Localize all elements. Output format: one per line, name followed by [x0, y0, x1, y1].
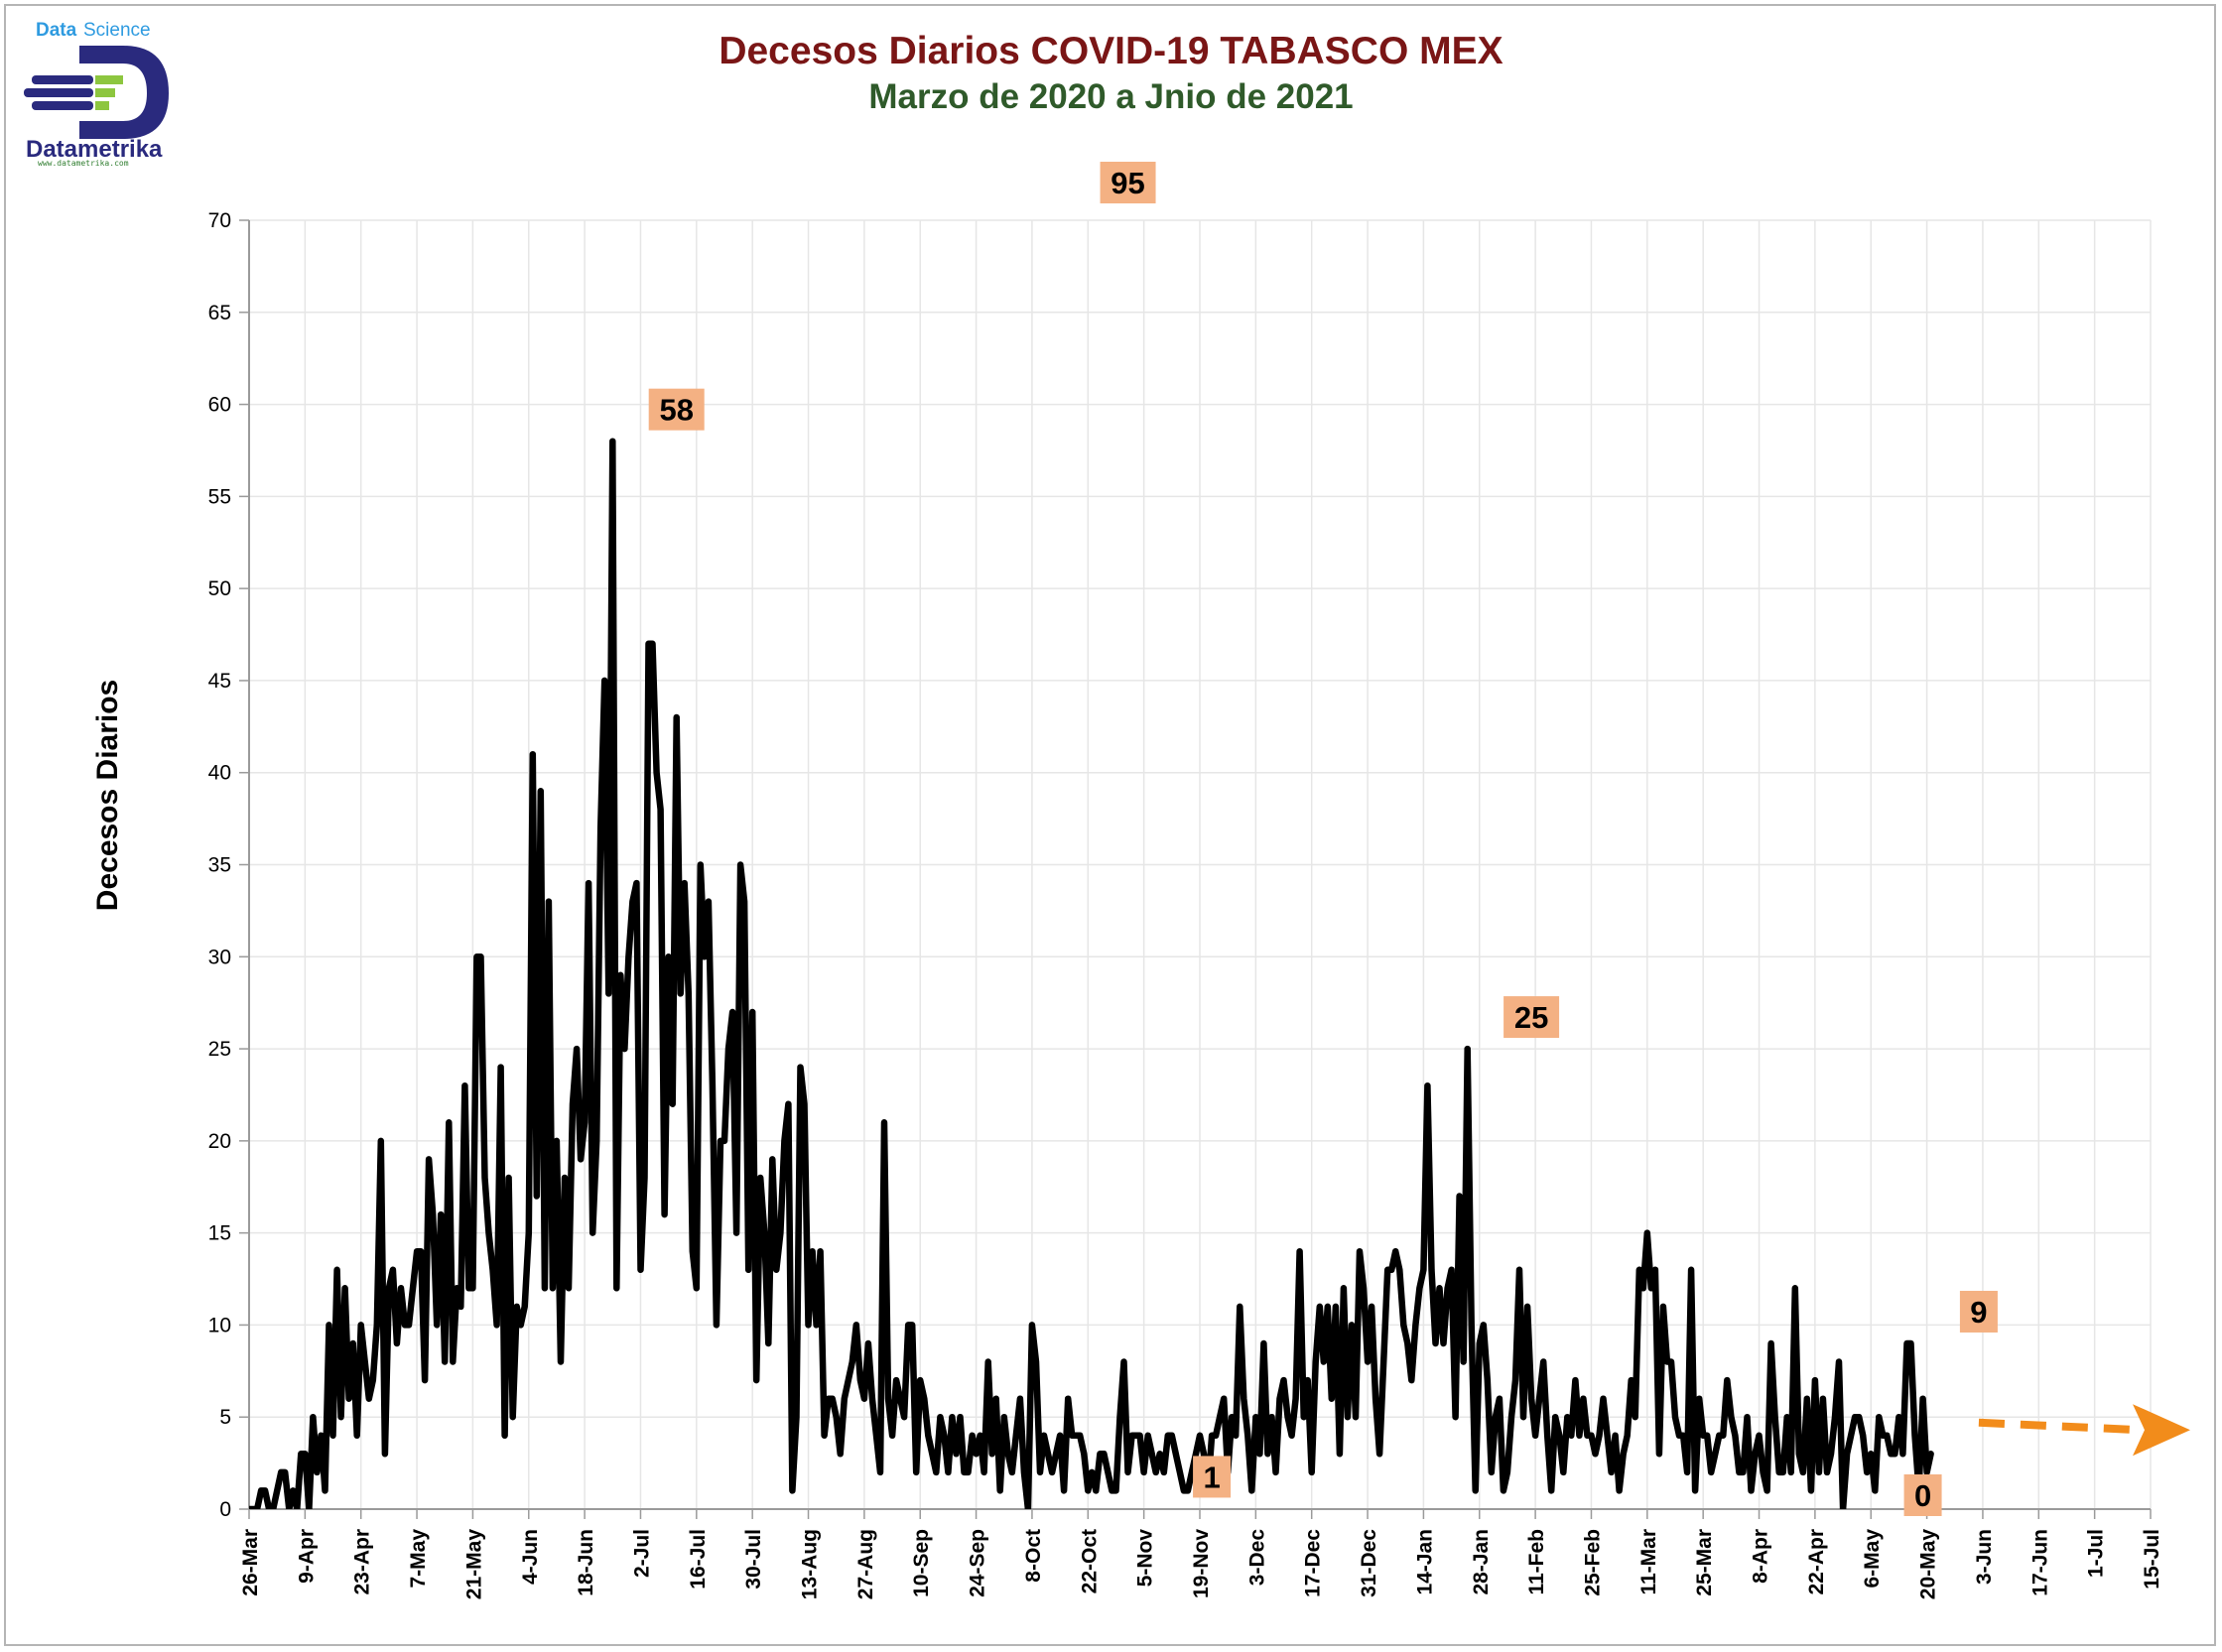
annotation-box: [1503, 996, 1560, 1039]
x-tick-label: 11-Feb: [1525, 1529, 1548, 1595]
x-tick-label: 2-Jul: [630, 1529, 653, 1578]
x-tick-label: 16-Jul: [687, 1529, 710, 1589]
x-tick-label: 21-May: [462, 1529, 485, 1600]
logo-brand-text: Datametrika: [26, 136, 163, 163]
annotation-box: [1193, 1456, 1232, 1498]
x-tick-label: 11-Mar: [1637, 1529, 1660, 1595]
annotation-box: [1100, 162, 1156, 203]
annotation-label: 1: [1203, 1460, 1220, 1494]
logo-data-text: Data: [36, 20, 77, 41]
y-tick-label: 30: [208, 946, 231, 968]
x-tick-label: 14-Jan: [1413, 1529, 1436, 1595]
annotation-box: [1903, 1474, 1942, 1516]
x-tick-label: 31-Dec: [1358, 1529, 1380, 1597]
datametrika-logo: Data Science Datametrika www.datametrika…: [24, 18, 183, 168]
x-tick-label: 24-Sep: [967, 1529, 989, 1597]
y-tick-label: 15: [208, 1222, 231, 1245]
x-tick-label: 4-Jun: [519, 1529, 542, 1585]
x-tick-label: 30-Jul: [742, 1529, 765, 1589]
x-tick-label: 26-Mar: [239, 1529, 262, 1596]
y-tick-label: 35: [208, 854, 231, 877]
x-tick-label: 3-Jun: [1973, 1529, 1996, 1585]
x-tick-label: 20-May: [1917, 1529, 1940, 1600]
y-tick-label: 25: [208, 1038, 231, 1061]
x-tick-label: 22-Oct: [1078, 1529, 1101, 1593]
x-tick-label: 17-Dec: [1302, 1529, 1325, 1597]
x-tick-label: 9-Apr: [295, 1529, 318, 1584]
y-tick-label: 0: [219, 1498, 231, 1521]
x-tick-label: 17-Jun: [2028, 1529, 2051, 1596]
chart-subtitle: Marzo de 2020 a Jnio de 2021: [868, 77, 1354, 116]
x-tick-label: 28-Jan: [1470, 1529, 1493, 1595]
chart-title: Decesos Diarios COVID-19 TABASCO MEX: [719, 30, 1503, 72]
x-tick-label: 7-May: [407, 1529, 430, 1588]
chart-frame: [4, 4, 2216, 1646]
y-tick-label: 55: [208, 485, 231, 508]
annotation-label: 25: [1514, 1000, 1548, 1035]
x-tick-label: 23-Apr: [351, 1529, 374, 1595]
y-tick-label: 40: [208, 762, 231, 785]
y-tick-label: 50: [208, 577, 231, 600]
x-tick-label: 25-Feb: [1581, 1529, 1604, 1596]
annotation-label: 95: [1111, 166, 1144, 200]
y-tick-label: 70: [208, 209, 231, 232]
x-tick-label: 3-Dec: [1245, 1529, 1268, 1587]
x-tick-label: 1-Jul: [2085, 1529, 2108, 1578]
y-tick-label: 5: [219, 1406, 231, 1429]
x-tick-label: 18-Jun: [575, 1529, 597, 1596]
y-axis-label: Decesos Diarios: [91, 680, 124, 911]
x-tick-label: 25-Mar: [1693, 1529, 1716, 1596]
x-tick-label: 10-Sep: [910, 1529, 933, 1597]
x-tick-label: 15-Jul: [2141, 1529, 2163, 1589]
x-tick-label: 27-Aug: [854, 1529, 877, 1599]
trend-arrow-icon: [2133, 1404, 2190, 1457]
annotation-label: 9: [1970, 1295, 1987, 1330]
x-tick-label: 19-Nov: [1190, 1529, 1213, 1598]
y-tick-label: 10: [208, 1314, 231, 1336]
x-tick-label: 22-Apr: [1805, 1529, 1828, 1595]
x-tick-label: 8-Apr: [1750, 1529, 1772, 1584]
x-tick-label: 6-May: [1861, 1529, 1884, 1588]
logo-science-text: Science: [83, 20, 151, 41]
logo-url-text: www.datametrika.com: [38, 159, 129, 167]
annotation-label: 58: [659, 393, 693, 428]
x-tick-label: 5-Nov: [1134, 1529, 1157, 1588]
x-tick-label: 13-Aug: [799, 1529, 822, 1599]
y-tick-label: 60: [208, 394, 231, 417]
annotation-box: [1959, 1290, 1998, 1333]
y-tick-label: 20: [208, 1130, 231, 1153]
y-tick-label: 65: [208, 302, 231, 324]
x-tick-label: 8-Oct: [1022, 1529, 1045, 1583]
data-series-line-0: [249, 438, 1934, 1509]
y-tick-label: 45: [208, 670, 231, 693]
annotation-label: 0: [1914, 1478, 1931, 1513]
trend-dashed-line: [1978, 1418, 2142, 1435]
annotation-box: [648, 388, 705, 431]
